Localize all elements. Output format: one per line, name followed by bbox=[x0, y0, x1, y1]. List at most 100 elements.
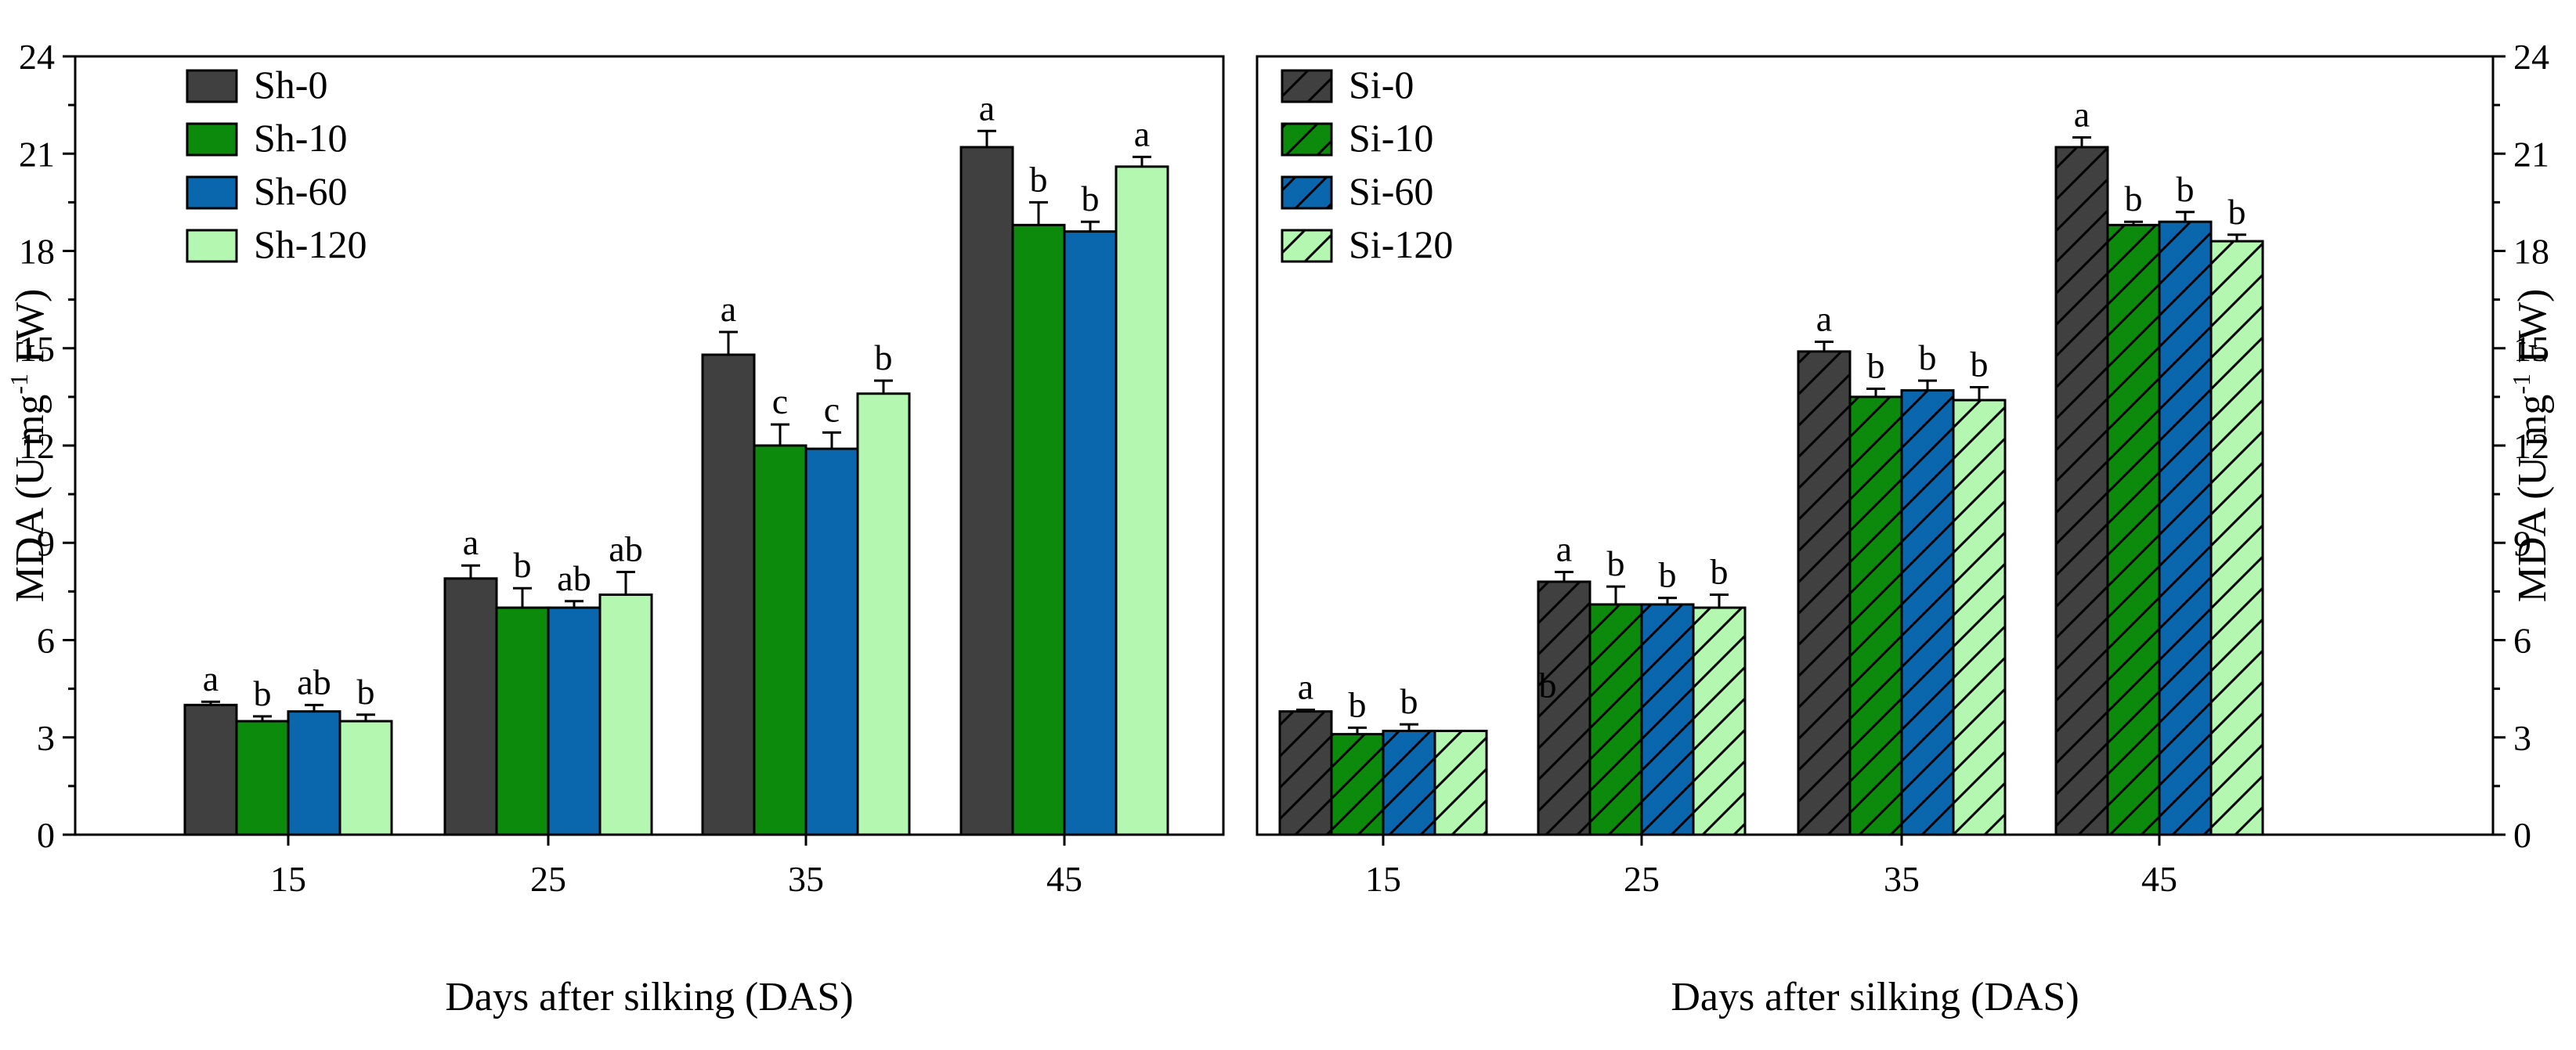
y-axis-title: MDA (U mg-1 FW) bbox=[5, 289, 52, 603]
x-tick-label: 15 bbox=[1365, 859, 1401, 899]
y-tick-label: 12 bbox=[19, 426, 55, 466]
bar-sh-120-15 bbox=[338, 720, 393, 836]
bar-si-10-25 bbox=[1588, 603, 1643, 836]
significance-label: a bbox=[2074, 95, 2090, 135]
significance-label: b bbox=[1711, 552, 1729, 592]
bar-si-120-35 bbox=[1952, 399, 2007, 836]
bar-si-60-45 bbox=[2158, 220, 2213, 836]
significance-label: b bbox=[1867, 346, 1885, 386]
significance-label: a bbox=[1556, 529, 1572, 569]
significance-label: c bbox=[824, 389, 840, 429]
significance-label: b bbox=[1400, 681, 1418, 721]
y-tick-label: 3 bbox=[2513, 718, 2531, 758]
significance-label: b bbox=[1030, 159, 1048, 199]
significance-label: b bbox=[1659, 555, 1677, 595]
y-tick-label: 24 bbox=[19, 37, 55, 77]
bar-si-60-35 bbox=[1900, 389, 1955, 836]
y-tick-label: 15 bbox=[2513, 329, 2549, 369]
bar-sh-0-25 bbox=[443, 577, 498, 836]
y-tick-label: 24 bbox=[2513, 37, 2549, 77]
legend-label: Si-120 bbox=[1349, 222, 1453, 266]
x-tick-label: 25 bbox=[1624, 859, 1660, 899]
significance-label: b bbox=[1539, 665, 1557, 705]
legend-swatch bbox=[186, 229, 238, 263]
significance-label: a bbox=[203, 659, 219, 698]
bar-sh-60-15 bbox=[287, 710, 341, 836]
legend-swatch bbox=[186, 122, 238, 157]
y-tick-label: 0 bbox=[2513, 815, 2531, 855]
y-axis-title: MDA (U mg-1 FW) bbox=[2507, 289, 2555, 603]
legend-swatch bbox=[1281, 175, 1333, 210]
bar-sh-120-35 bbox=[856, 392, 911, 836]
bar-sh-10-15 bbox=[235, 720, 290, 836]
bar-sh-120-45 bbox=[1115, 165, 1169, 836]
legend-label: Si-0 bbox=[1349, 63, 1414, 106]
y-tick-label: 6 bbox=[2513, 621, 2531, 661]
x-tick-label: 15 bbox=[270, 859, 306, 899]
bar-si-120-25 bbox=[1692, 606, 1747, 836]
significance-label: b bbox=[254, 673, 272, 713]
legend-swatch bbox=[186, 69, 238, 103]
y-tick-label: 21 bbox=[2513, 134, 2549, 174]
x-axis-title: Days after silking (DAS) bbox=[445, 975, 853, 1019]
bar-si-0-25 bbox=[1537, 580, 1591, 836]
significance-label: a bbox=[1298, 667, 1313, 707]
bar-sh-10-35 bbox=[753, 444, 807, 836]
x-tick-label: 45 bbox=[2141, 859, 2177, 899]
bar-sh-10-45 bbox=[1011, 223, 1066, 836]
bar-sh-0-35 bbox=[701, 353, 756, 836]
bar-sh-60-25 bbox=[547, 606, 602, 836]
y-tick-label: 15 bbox=[19, 329, 55, 369]
y-tick-label: 0 bbox=[37, 815, 55, 855]
significance-label: b bbox=[357, 672, 375, 712]
legend-label: Sh-0 bbox=[254, 63, 327, 106]
y-tick-label: 9 bbox=[37, 523, 55, 563]
y-tick-label: 6 bbox=[37, 621, 55, 661]
significance-label: b bbox=[1349, 684, 1367, 724]
legend-swatch bbox=[1281, 229, 1333, 263]
bar-si-60-25 bbox=[1640, 603, 1695, 836]
legend-label: Si-10 bbox=[1349, 116, 1433, 160]
significance-label: b bbox=[2177, 169, 2195, 209]
bar-sh-0-45 bbox=[959, 146, 1014, 836]
bar-sh-60-45 bbox=[1063, 230, 1118, 836]
legend-label: Sh-120 bbox=[254, 222, 367, 266]
significance-label: ab bbox=[297, 662, 331, 702]
significance-label: b bbox=[2125, 179, 2143, 218]
bar-si-0-15 bbox=[1278, 710, 1333, 836]
bar-si-120-45 bbox=[2209, 240, 2264, 836]
bar-si-10-15 bbox=[1330, 733, 1385, 836]
bar-sh-60-35 bbox=[804, 447, 859, 836]
significance-label: b bbox=[2228, 192, 2246, 232]
y-tick-label: 3 bbox=[37, 718, 55, 758]
y-tick-label: 12 bbox=[2513, 426, 2549, 466]
bar-si-0-35 bbox=[1797, 350, 1852, 836]
y-tick-label: 18 bbox=[2513, 232, 2549, 272]
x-tick-label: 35 bbox=[1884, 859, 1920, 899]
bar-si-10-45 bbox=[2106, 223, 2161, 836]
legend-label: Si-60 bbox=[1349, 169, 1433, 213]
significance-label: a bbox=[1134, 114, 1150, 153]
significance-label: ab bbox=[557, 558, 591, 598]
x-axis-title: Days after silking (DAS) bbox=[1671, 975, 2079, 1019]
y-tick-label: 21 bbox=[19, 134, 55, 174]
bar-si-10-35 bbox=[1848, 395, 1903, 836]
x-tick-label: 45 bbox=[1046, 859, 1082, 899]
bar-sh-0-15 bbox=[183, 703, 238, 836]
significance-label: b bbox=[1082, 179, 1100, 218]
significance-label: a bbox=[1816, 298, 1832, 338]
bar-si-60-15 bbox=[1382, 729, 1436, 836]
significance-label: b bbox=[875, 337, 893, 377]
y-tick-label: 18 bbox=[19, 232, 55, 272]
significance-label: a bbox=[463, 522, 479, 562]
legend-swatch bbox=[1281, 122, 1333, 157]
legend-label: Sh-10 bbox=[254, 116, 347, 160]
bar-si-0-45 bbox=[2054, 146, 2109, 836]
x-tick-label: 25 bbox=[530, 859, 566, 899]
significance-label: a bbox=[721, 289, 736, 329]
significance-label: b bbox=[1607, 543, 1625, 583]
significance-label: a bbox=[979, 88, 995, 128]
bar-sh-120-25 bbox=[598, 594, 653, 836]
